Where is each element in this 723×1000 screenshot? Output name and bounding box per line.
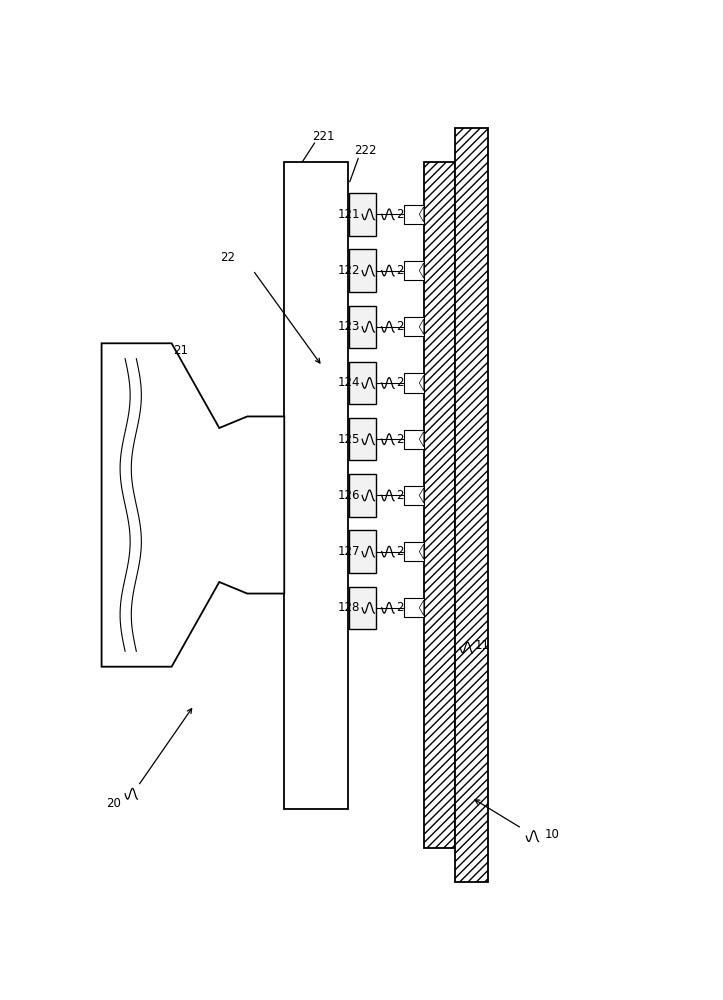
Polygon shape	[419, 544, 424, 559]
Text: 235: 235	[396, 433, 419, 446]
Text: 123: 123	[338, 320, 361, 333]
Text: 10: 10	[544, 828, 559, 841]
Polygon shape	[101, 343, 284, 667]
Text: 22: 22	[221, 251, 235, 264]
Text: 128: 128	[338, 601, 361, 614]
Bar	[404, 430, 424, 449]
Text: 127: 127	[338, 545, 361, 558]
Text: 20: 20	[106, 797, 121, 810]
Bar	[349, 587, 376, 629]
Bar	[349, 418, 376, 460]
Polygon shape	[419, 263, 424, 278]
Text: 233: 233	[396, 320, 419, 333]
Bar	[404, 373, 424, 393]
Bar	[424, 162, 455, 848]
Bar	[349, 249, 376, 292]
Text: 126: 126	[338, 489, 361, 502]
Text: 122: 122	[338, 264, 361, 277]
Bar	[404, 317, 424, 336]
Text: 236: 236	[396, 489, 419, 502]
Bar	[349, 530, 376, 573]
Bar	[404, 205, 424, 224]
Polygon shape	[419, 375, 424, 391]
Text: 237: 237	[396, 545, 419, 558]
Polygon shape	[419, 319, 424, 334]
Bar	[455, 128, 488, 882]
Polygon shape	[419, 207, 424, 222]
Text: 234: 234	[396, 376, 419, 389]
Text: 21: 21	[174, 344, 188, 358]
Bar	[349, 193, 376, 235]
Bar	[404, 261, 424, 280]
Text: 124: 124	[338, 376, 361, 389]
Bar	[349, 362, 376, 404]
Text: 238: 238	[396, 601, 419, 614]
Bar	[404, 598, 424, 617]
Text: 11: 11	[475, 639, 489, 652]
Text: 231: 231	[396, 208, 419, 221]
Polygon shape	[419, 431, 424, 447]
Bar	[349, 474, 376, 517]
Polygon shape	[419, 600, 424, 615]
Bar	[283, 162, 348, 809]
Text: 232: 232	[396, 264, 419, 277]
Bar	[349, 306, 376, 348]
Polygon shape	[419, 488, 424, 503]
Bar	[404, 486, 424, 505]
Text: 222: 222	[354, 144, 376, 157]
Text: 221: 221	[312, 130, 334, 143]
Text: 125: 125	[338, 433, 361, 446]
Text: 121: 121	[338, 208, 361, 221]
Bar	[404, 542, 424, 561]
